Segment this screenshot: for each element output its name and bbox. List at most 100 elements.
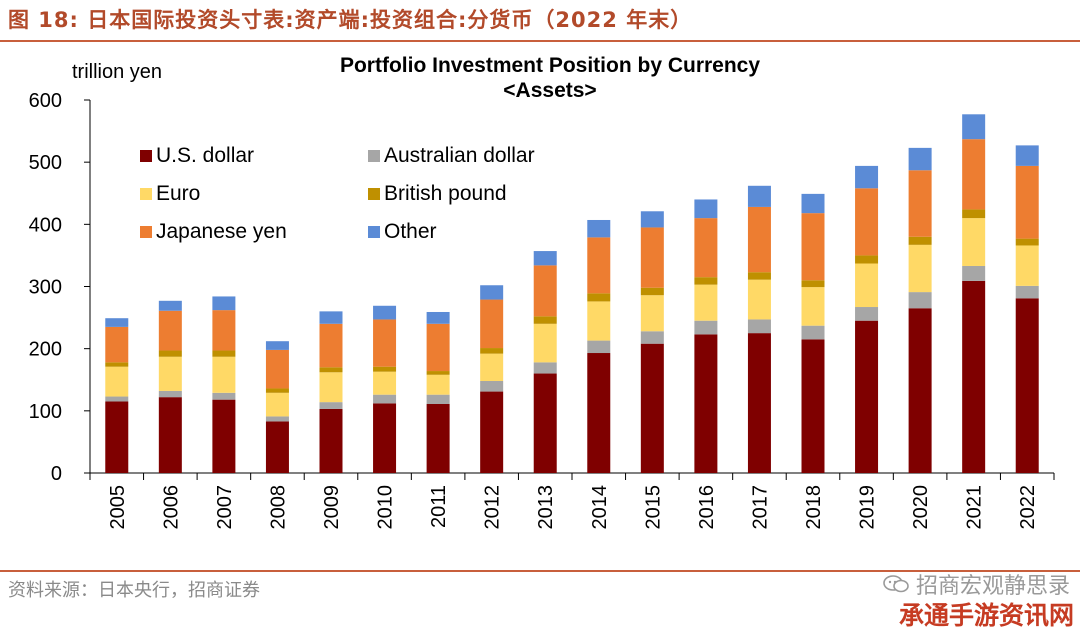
bar-u-s-dollar-2007 (212, 399, 236, 473)
bar-other-2022 (1015, 145, 1039, 166)
legend-swatch-other (368, 226, 380, 238)
legend-swatch-australian-dollar (368, 150, 380, 162)
bar-japanese-yen-2012 (480, 299, 504, 349)
bar-other-2017 (747, 185, 771, 207)
x-tick-label-2009: 2009 (321, 485, 343, 530)
bar-u-s-dollar-2015 (640, 343, 664, 473)
bar-other-2012 (480, 285, 504, 300)
bar-australian-dollar-2019 (855, 307, 879, 321)
bar-other-2007 (212, 296, 236, 311)
bar-australian-dollar-2022 (1015, 285, 1039, 299)
bar-euro-2016 (694, 284, 718, 321)
bar-australian-dollar-2016 (694, 320, 718, 335)
bar-australian-dollar-2021 (962, 265, 986, 281)
y-tick-label: 600 (29, 90, 62, 112)
footer-rule (0, 570, 1080, 572)
legend-label-british-pound: British pound (384, 182, 507, 205)
bar-other-2011 (426, 311, 450, 324)
x-tick-label-2022: 2022 (1017, 485, 1039, 530)
legend-label-euro: Euro (156, 182, 200, 205)
source-note: 资料来源：日本央行，招商证券 (8, 580, 260, 601)
bar-u-s-dollar-2014 (587, 353, 611, 473)
bar-australian-dollar-2015 (640, 331, 664, 344)
x-tick-label-2021: 2021 (964, 485, 986, 530)
brand-name: 招商宏观静思录 (915, 574, 1070, 599)
bar-australian-dollar-2008 (265, 416, 289, 422)
bar-euro-2014 (587, 301, 611, 341)
bar-other-2010 (373, 305, 397, 320)
bar-euro-2011 (426, 374, 450, 395)
bar-u-s-dollar-2016 (694, 334, 718, 473)
x-tick-label-2016: 2016 (696, 485, 718, 530)
bar-japanese-yen-2005 (105, 326, 129, 363)
bar-australian-dollar-2014 (587, 340, 611, 354)
bar-japanese-yen-2020 (908, 170, 932, 237)
bar-british-pound-2018 (801, 280, 825, 288)
bar-euro-2013 (533, 323, 557, 363)
bar-australian-dollar-2007 (212, 392, 236, 400)
x-tick-label-2019: 2019 (857, 485, 879, 530)
x-tick-label-2008: 2008 (267, 485, 289, 530)
bar-japanese-yen-2016 (694, 218, 718, 278)
bar-japanese-yen-2006 (158, 310, 182, 351)
bar-euro-2009 (319, 372, 343, 403)
bar-euro-2020 (908, 244, 932, 293)
bar-british-pound-2011 (426, 371, 450, 375)
bar-british-pound-2013 (533, 316, 557, 324)
bar-u-s-dollar-2009 (319, 408, 343, 473)
bar-australian-dollar-2010 (373, 394, 397, 404)
bar-japanese-yen-2015 (640, 227, 664, 288)
bar-other-2021 (962, 114, 986, 140)
bar-british-pound-2016 (694, 277, 718, 285)
bar-british-pound-2005 (105, 362, 129, 367)
bar-australian-dollar-2012 (480, 380, 504, 392)
bar-japanese-yen-2008 (265, 349, 289, 389)
figure-title: 图 18: 日本国际投资头寸表:资产端:投资组合:分货币（2022 年末） (8, 8, 693, 32)
x-tick-label-2015: 2015 (642, 485, 664, 530)
watermark: 承通手游资讯网 (898, 601, 1074, 630)
bar-euro-2021 (962, 218, 986, 266)
figure-header: 图 18: 日本国际投资头寸表:资产端:投资组合:分货币（2022 年末） (0, 0, 1080, 40)
x-tick-label-2013: 2013 (535, 485, 557, 530)
x-tick-label-2020: 2020 (910, 485, 932, 530)
bar-u-s-dollar-2012 (480, 391, 504, 473)
bar-australian-dollar-2018 (801, 325, 825, 340)
bar-japanese-yen-2013 (533, 265, 557, 317)
bar-japanese-yen-2022 (1015, 165, 1039, 239)
bar-british-pound-2009 (319, 367, 343, 373)
x-tick-label-2006: 2006 (160, 485, 182, 530)
bar-british-pound-2006 (158, 350, 182, 357)
bar-japanese-yen-2017 (747, 206, 771, 273)
bar-british-pound-2021 (962, 209, 986, 219)
bar-other-2005 (105, 318, 129, 327)
bar-japanese-yen-2010 (373, 319, 397, 367)
bar-british-pound-2019 (855, 255, 879, 264)
y-axis-label: trillion yen (72, 61, 162, 83)
chart-subtitle: <Assets> (503, 79, 596, 102)
legend-swatch-japanese-yen (140, 226, 152, 238)
bar-euro-2006 (158, 356, 182, 391)
bar-japanese-yen-2021 (962, 139, 986, 210)
bar-u-s-dollar-2017 (747, 333, 771, 473)
x-tick-label-2010: 2010 (375, 485, 397, 530)
y-tick-label: 400 (29, 214, 62, 236)
bar-japanese-yen-2014 (587, 237, 611, 294)
bar-japanese-yen-2009 (319, 323, 343, 368)
bar-u-s-dollar-2021 (962, 280, 986, 473)
bar-euro-2008 (265, 392, 289, 417)
bar-euro-2017 (747, 279, 771, 320)
bar-euro-2018 (801, 287, 825, 326)
bar-other-2020 (908, 147, 932, 171)
bar-other-2015 (640, 211, 664, 228)
bar-british-pound-2007 (212, 350, 236, 357)
bar-british-pound-2017 (747, 272, 771, 280)
y-tick-label: 200 (29, 339, 62, 361)
bar-australian-dollar-2013 (533, 362, 557, 374)
x-tick-label-2011: 2011 (428, 485, 450, 528)
bar-other-2016 (694, 199, 718, 219)
x-tick-label-2012: 2012 (482, 485, 504, 530)
bar-euro-2015 (640, 295, 664, 332)
bar-other-2006 (158, 300, 182, 311)
bar-u-s-dollar-2011 (426, 403, 450, 473)
bar-other-2018 (801, 193, 825, 214)
